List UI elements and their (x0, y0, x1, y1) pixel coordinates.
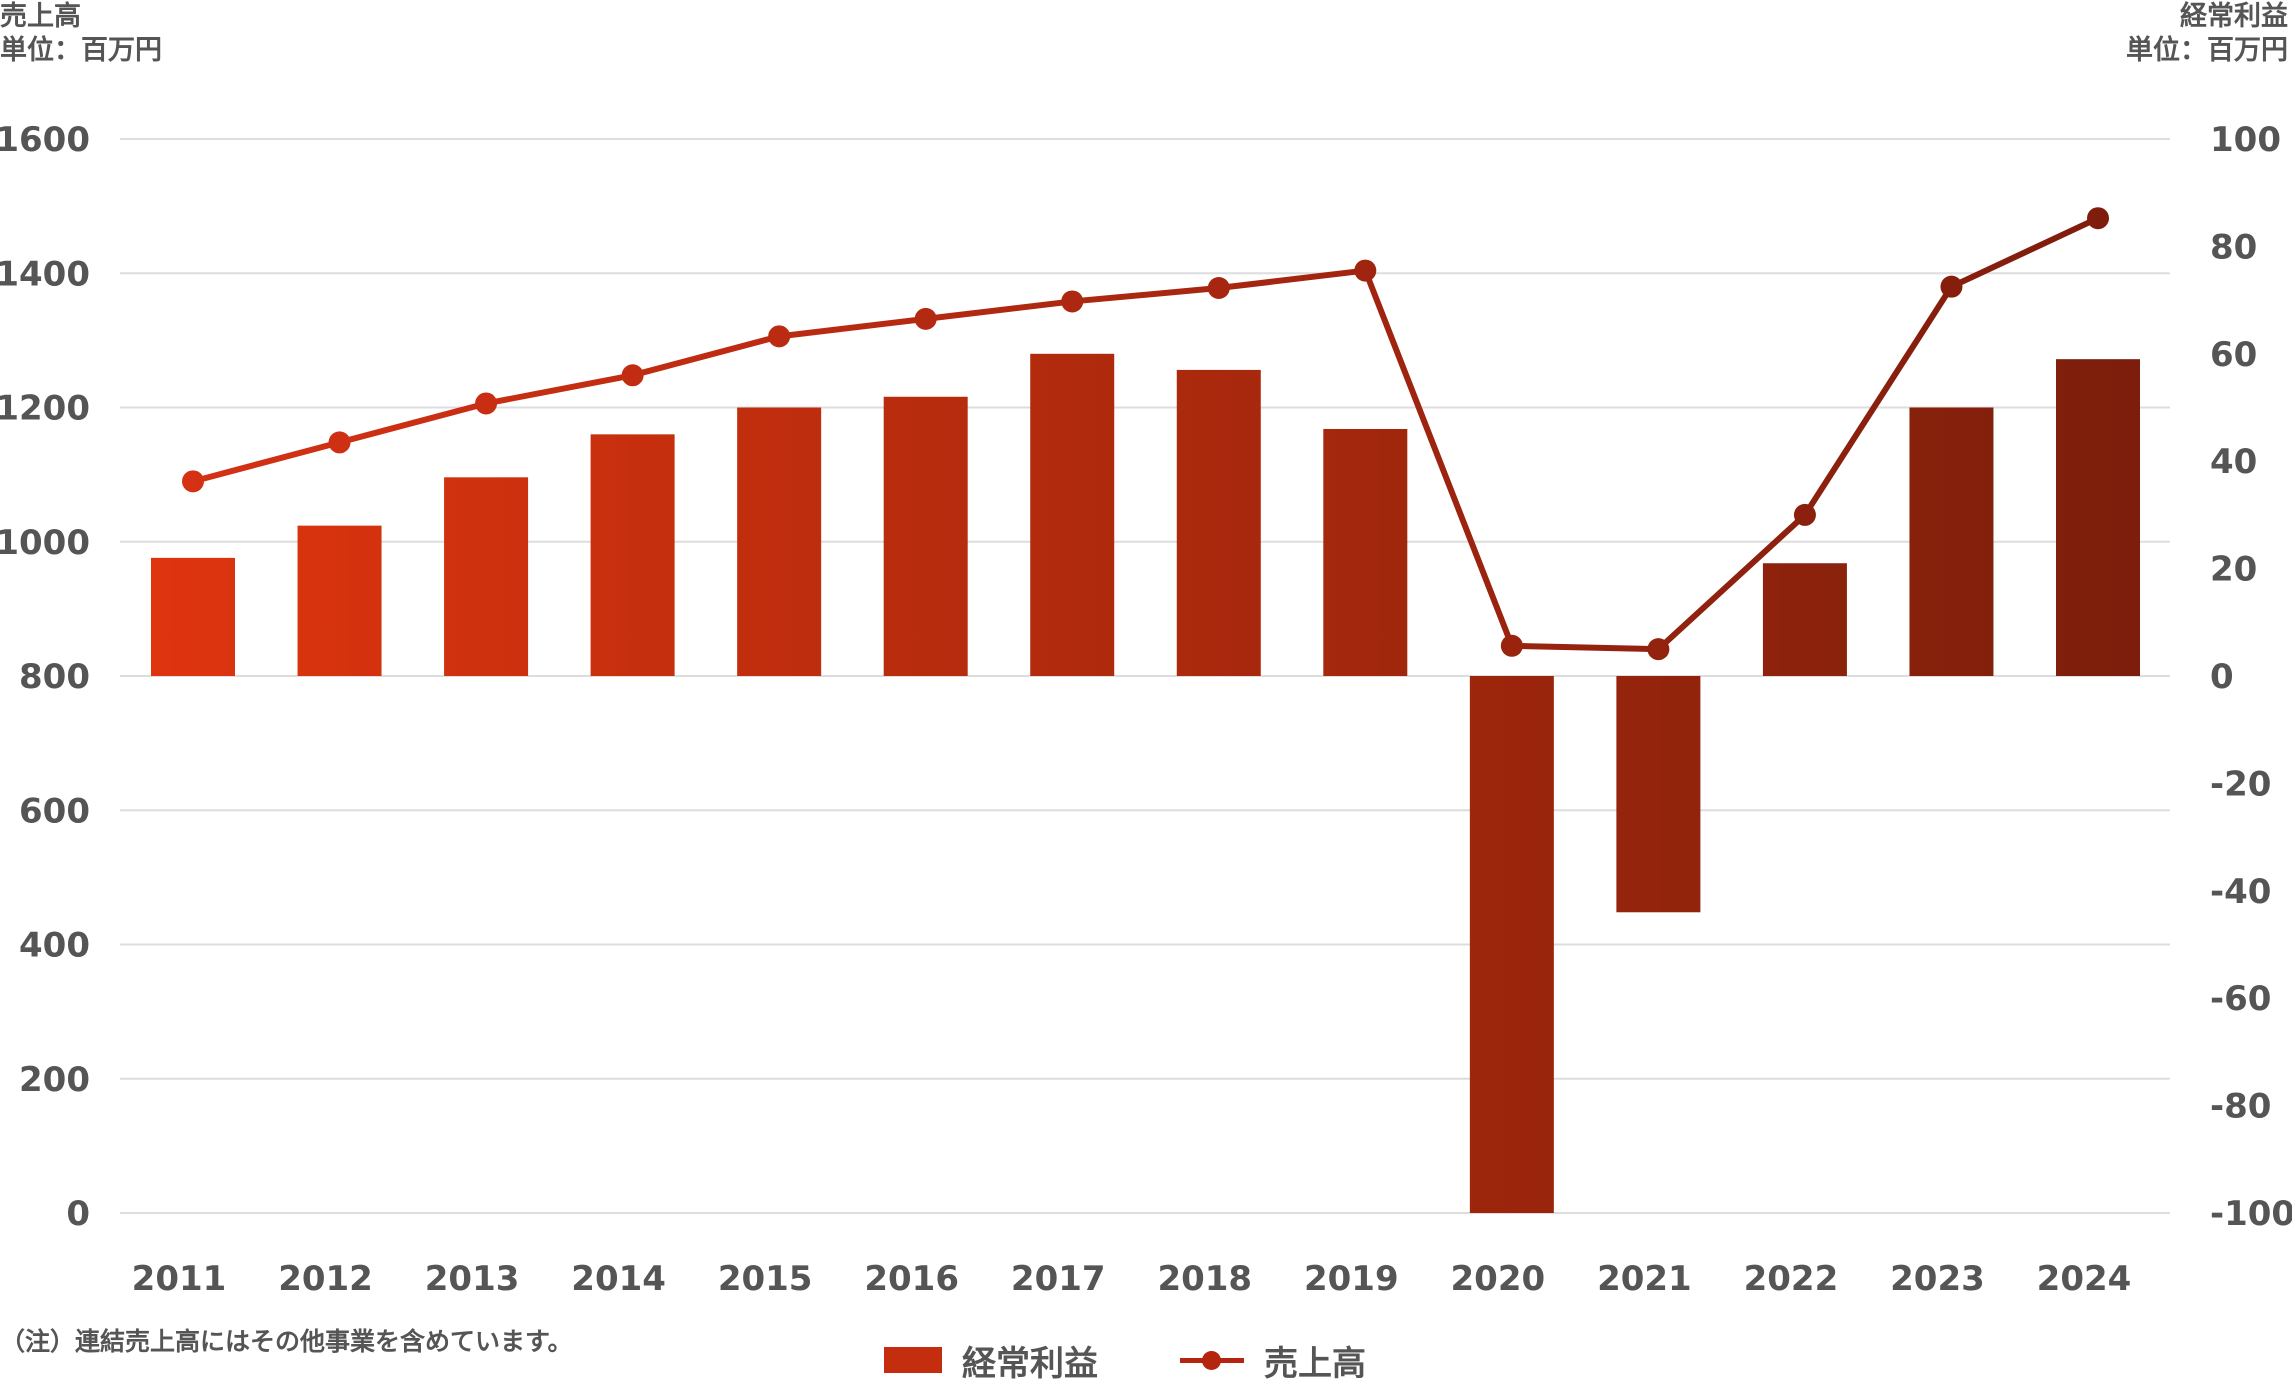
x-tick-label: 2018 (1157, 1259, 1252, 1299)
sales-point-2015 (768, 325, 791, 348)
left-axis-title: 売上高 (0, 1, 81, 32)
right-axis-unit: 単位：百万円 (2126, 35, 2288, 66)
left-axis-unit: 単位：百万円 (0, 35, 162, 66)
bar-2012 (297, 525, 382, 676)
x-tick-label: 2012 (278, 1259, 373, 1299)
x-tick-label: 2014 (571, 1259, 666, 1299)
footnote: （注）連結売上高にはその他事業を含めています。 (0, 1327, 573, 1356)
gridlines (120, 138, 2170, 1214)
right-axis-units: 経常利益 単位：百万円 (2126, 0, 2288, 68)
sales-point-2020 (1500, 634, 1523, 657)
x-tick-label: 2023 (1890, 1259, 1985, 1299)
bar-2015 (737, 407, 822, 676)
sales-point-2018 (1207, 277, 1230, 300)
left-axis-ticks: 0 200 400 600 800 1000 1200 1400 1600 (0, 120, 90, 1234)
right-tick-label: -100 (2210, 1194, 2292, 1234)
bar-2024 (2056, 359, 2140, 676)
sales-point-2013 (475, 392, 498, 415)
x-tick-label: 2013 (425, 1259, 520, 1299)
right-tick-label: -80 (2210, 1087, 2271, 1127)
sales-point-2024 (2087, 207, 2109, 230)
x-tick-label: 2024 (2037, 1259, 2132, 1299)
right-tick-label: 100 (2210, 120, 2281, 160)
bar-2020 (1469, 676, 1554, 1213)
bar-2019 (1323, 428, 1408, 676)
bar-2022 (1762, 563, 1847, 676)
left-tick-label: 400 (19, 926, 90, 966)
sales-point-2022 (1793, 503, 1816, 526)
sales-point-2019 (1354, 259, 1377, 282)
bar-2013 (444, 477, 529, 676)
x-tick-label: 2022 (1744, 1259, 1839, 1299)
sales-point-2016 (914, 307, 937, 330)
x-tick-label: 2021 (1597, 1259, 1692, 1299)
sales-point-2011 (182, 470, 204, 493)
right-axis-ticks: -100 -80 -60 -40 -20 0 20 40 60 80 100 (2210, 120, 2292, 1234)
legend-label-profit: 経常利益 (962, 1343, 1098, 1384)
left-tick-label: 1600 (0, 120, 90, 160)
sales-point-2017 (1061, 290, 1084, 313)
bar-2014 (590, 434, 675, 676)
x-tick-label: 2019 (1304, 1259, 1399, 1299)
sales-point-2021 (1647, 638, 1670, 661)
right-tick-label: 20 (2210, 550, 2257, 590)
bar-2011 (151, 557, 235, 676)
sales-point-2014 (621, 364, 644, 387)
x-tick-label: 2015 (718, 1259, 813, 1299)
right-tick-label: 0 (2210, 657, 2234, 697)
bar-2017 (1030, 353, 1115, 676)
legend-line-swatch (1180, 1347, 1244, 1373)
left-tick-label: 200 (19, 1060, 90, 1100)
sales-point-2012 (328, 431, 351, 454)
bar-2023 (1909, 407, 1994, 676)
left-tick-label: 1000 (0, 523, 90, 563)
x-tick-label: 2020 (1451, 1259, 1546, 1299)
x-axis-ticks: 2011 2012 2013 2014 2015 2016 2017 2018 2019 2020… (132, 1259, 2132, 1299)
right-axis-title: 経常利益 (2180, 1, 2288, 32)
right-tick-label: 80 (2210, 227, 2257, 267)
bar-2016 (883, 396, 968, 676)
left-tick-label: 1400 (0, 254, 90, 294)
bar-2018 (1176, 369, 1261, 676)
sales-point-2023 (1940, 275, 1963, 298)
bar-2021 (1616, 676, 1701, 913)
right-tick-label: -20 (2210, 764, 2271, 804)
left-tick-label: 600 (19, 791, 90, 831)
x-tick-label: 2011 (132, 1259, 227, 1299)
legend-bar-swatch (884, 1347, 942, 1373)
legend-label-sales: 売上高 (1264, 1343, 1366, 1384)
x-tick-label: 2016 (864, 1259, 959, 1299)
left-tick-label: 0 (66, 1194, 90, 1234)
right-tick-label: 60 (2210, 335, 2257, 375)
legend-item-profit: 経常利益 (884, 1340, 1098, 1384)
left-tick-label: 1200 (0, 389, 90, 429)
right-tick-label: -40 (2210, 872, 2271, 912)
profit-bars (151, 353, 2140, 1213)
sales-line (182, 207, 2109, 661)
right-tick-label: 40 (2210, 442, 2257, 482)
legend-item-sales: 売上高 (1180, 1340, 1366, 1384)
left-tick-label: 800 (19, 657, 90, 697)
right-tick-label: -60 (2210, 979, 2271, 1019)
sales-line-path (192, 215, 2100, 653)
left-axis-units: 売上高 単位：百万円 (0, 0, 162, 68)
x-tick-label: 2017 (1011, 1259, 1106, 1299)
